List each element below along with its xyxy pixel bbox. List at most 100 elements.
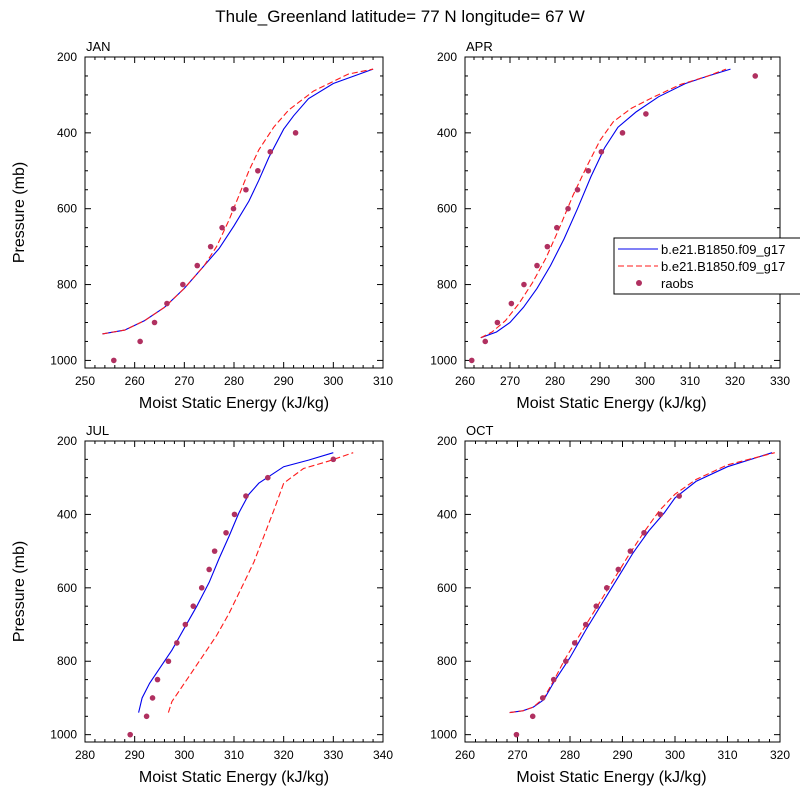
raobs-point [206, 566, 212, 573]
legend-label: b.e21.B1850.f09_g17 [661, 242, 785, 257]
raobs-point [267, 149, 274, 155]
plot-frame [464, 440, 781, 743]
x-tick-label: 260 [455, 374, 475, 388]
raobs-point [111, 357, 117, 364]
raobs-point [264, 474, 271, 481]
x-tick-label: 300 [665, 748, 685, 762]
raobs-point [619, 130, 626, 136]
legend-marker [636, 280, 642, 286]
plot-frame [464, 56, 781, 369]
raobs-point [151, 319, 158, 326]
raobs-point [330, 456, 337, 463]
raobs-point [207, 243, 214, 250]
y-tick-label: 600 [57, 581, 77, 595]
raobs-point [190, 603, 197, 609]
series-line-solid [509, 452, 773, 714]
x-tick-label: 310 [680, 374, 700, 388]
raobs-point [574, 186, 581, 193]
raobs-point [643, 111, 649, 117]
panel-title: JUL [86, 423, 109, 438]
raobs-point [180, 281, 186, 288]
x-tick-label: 290 [612, 748, 632, 762]
raobs-point [174, 640, 180, 646]
x-tick-label: 260 [455, 748, 475, 762]
raobs-point [641, 529, 647, 536]
series-line-dashed [480, 68, 727, 339]
raobs-point [137, 338, 143, 345]
raobs-point [550, 676, 557, 683]
x-tick-label: 270 [500, 374, 520, 388]
x-tick-label: 340 [373, 748, 393, 762]
raobs-point [231, 511, 238, 518]
plot-frame [84, 440, 384, 743]
raobs-point [627, 548, 634, 554]
figure-title: Thule_Greenland latitude= 77 N longitude… [215, 7, 585, 26]
y-tick-label: 1000 [50, 353, 77, 367]
y-tick-label: 1000 [50, 728, 77, 742]
series-line-solid [102, 68, 374, 335]
raobs-point [164, 300, 170, 307]
panel-title: JAN [86, 39, 111, 54]
raobs-point [143, 713, 150, 720]
panel-jan: 250 260 270 280 290 300 310 200 400 600 800 1000 JAN… [11, 39, 393, 412]
x-tick-label: 300 [174, 748, 194, 762]
series-line-solid [480, 68, 731, 339]
raobs-point [657, 511, 664, 518]
raobs-point [585, 167, 592, 174]
raobs-point [554, 224, 560, 231]
legend: b.e21.B1850.f09_g17 b.e21.B1850.f09_g17ra… [613, 237, 800, 295]
y-tick-label: 600 [437, 581, 457, 595]
raobs-point [223, 529, 229, 536]
y-tick-label: 400 [437, 507, 457, 521]
y-tick-label: 800 [57, 278, 77, 292]
raobs-point [230, 205, 237, 212]
panel-title: APR [466, 39, 493, 54]
x-axis-label: Moist Static Energy (kJ/kg) [516, 769, 706, 786]
x-tick-label: 300 [323, 374, 343, 388]
y-tick-label: 1000 [430, 353, 457, 367]
x-tick-label: 320 [274, 748, 294, 762]
raobs-point [127, 731, 133, 738]
y-tick-label: 400 [57, 126, 77, 140]
panel-apr: 260 270 280 290 300 310 320 330 200 400 600 800 1000… [430, 39, 790, 412]
raobs-point [255, 167, 261, 174]
series-line-dashed [102, 68, 374, 335]
raobs-point [571, 640, 578, 646]
x-axis-label: Moist Static Energy (kJ/kg) [139, 769, 329, 786]
raobs-point [593, 603, 600, 609]
series-layer [138, 452, 354, 713]
raobs-point [615, 566, 622, 573]
raobs-point [468, 357, 475, 364]
raobs-point [165, 658, 172, 665]
raobs-point [603, 585, 610, 591]
raobs-point [154, 676, 161, 683]
x-tick-label: 330 [323, 748, 343, 762]
y-tick-label: 800 [437, 654, 457, 668]
y-tick-label: 800 [437, 278, 457, 292]
raobs-point [752, 73, 759, 79]
y-tick-label: 600 [437, 202, 457, 216]
x-tick-label: 310 [373, 374, 393, 388]
raobs-point [198, 585, 205, 591]
raobs-point [292, 130, 299, 136]
raobs-point [219, 224, 225, 231]
x-tick-label: 280 [224, 374, 244, 388]
raobs-point [194, 262, 201, 269]
x-tick-label: 320 [770, 748, 790, 762]
raobs-point [482, 338, 489, 345]
raobs-point [544, 243, 551, 250]
raobs-point [513, 731, 520, 738]
y-tick-label: 1000 [430, 728, 457, 742]
x-tick-label: 300 [635, 374, 655, 388]
raobs-point [598, 149, 605, 155]
series-line-solid [138, 452, 334, 713]
raobs-point [582, 621, 589, 628]
x-tick-label: 330 [770, 374, 790, 388]
raobs-point [521, 281, 527, 288]
y-axis-label: Pressure (mb) [11, 541, 28, 642]
raobs-point [211, 548, 218, 554]
chart-panels: 250 260 270 280 290 300 310 200 400 600 800 1000 JAN… [11, 39, 790, 786]
x-tick-label: 290 [274, 374, 294, 388]
raobs-point [563, 658, 569, 665]
raobs-point [676, 493, 682, 499]
